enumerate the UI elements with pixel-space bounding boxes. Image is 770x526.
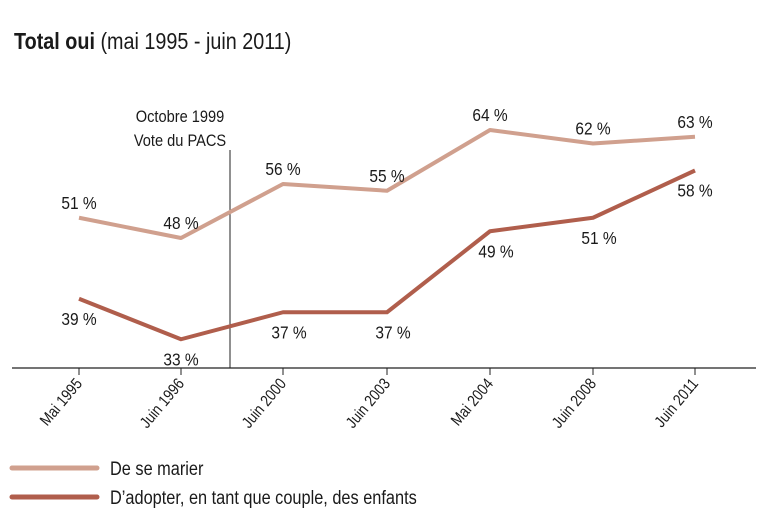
- data-label: 62 %: [575, 118, 610, 138]
- annotation-label: Vote du PACS: [134, 132, 226, 150]
- x-tick-label: Juin 1996: [137, 376, 188, 432]
- legend-label: D’adopter, en tant que couple, des enfan…: [110, 487, 417, 508]
- series-line-0: [78, 128, 696, 240]
- data-label: 55 %: [369, 166, 404, 186]
- x-tick-label: Juin 2000: [239, 376, 290, 432]
- x-tick-label: Mai 2004: [448, 376, 497, 430]
- data-label: 39 %: [61, 309, 96, 329]
- chart-title: Total oui (mai 1995 - juin 2011): [14, 28, 291, 55]
- legend-label: De se marier: [110, 458, 204, 479]
- data-label: 48 %: [163, 213, 198, 233]
- data-label: 51 %: [581, 228, 616, 248]
- title-main: Total oui: [14, 28, 95, 54]
- data-label: 56 %: [265, 159, 300, 179]
- data-label: 63 %: [677, 112, 712, 132]
- series-line-1: [78, 168, 696, 342]
- x-tick-label: Juin 2003: [343, 376, 394, 432]
- annotation-label: Octobre 1999: [136, 108, 225, 126]
- data-label: 37 %: [375, 322, 410, 342]
- x-tick-label: Mai 1995: [37, 376, 86, 430]
- x-tick-label: Juin 2011: [652, 376, 702, 431]
- data-label: 64 %: [472, 105, 507, 125]
- data-label: 33 %: [163, 349, 198, 369]
- data-label: 49 %: [478, 241, 513, 261]
- data-label: 58 %: [677, 180, 712, 200]
- data-label: 51 %: [61, 193, 96, 213]
- x-tick-label: Juin 2008: [549, 376, 600, 432]
- title-subtitle: (mai 1995 - juin 2011): [100, 28, 292, 54]
- data-label: 37 %: [271, 322, 306, 342]
